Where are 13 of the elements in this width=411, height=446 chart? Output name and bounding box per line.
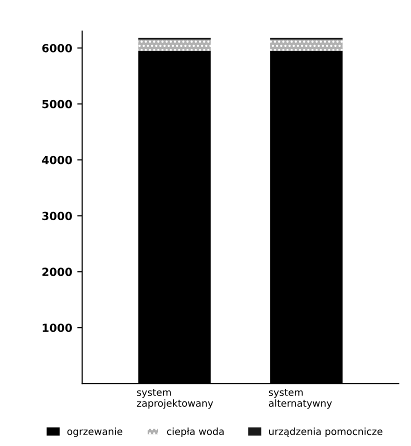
legend-label: ogrzewanie: [67, 428, 122, 437]
y-tick-label: 6000: [42, 44, 72, 52]
y-tick-label: 3000: [42, 212, 72, 220]
y-tick-label: 2000: [42, 268, 72, 276]
bar: [270, 40, 343, 51]
y-tick-label: 4000: [42, 156, 72, 164]
legend-label: urządzenia pomocnicze: [269, 428, 382, 437]
legend-label: ciepła woda: [167, 428, 224, 437]
y-tick-label: 5000: [42, 100, 72, 108]
bar: [138, 40, 211, 51]
y-tick-label: 1000: [42, 324, 72, 332]
x-tick-label: system zaprojektowany: [136, 388, 214, 409]
x-tick-label: system alternatywny: [268, 388, 332, 409]
